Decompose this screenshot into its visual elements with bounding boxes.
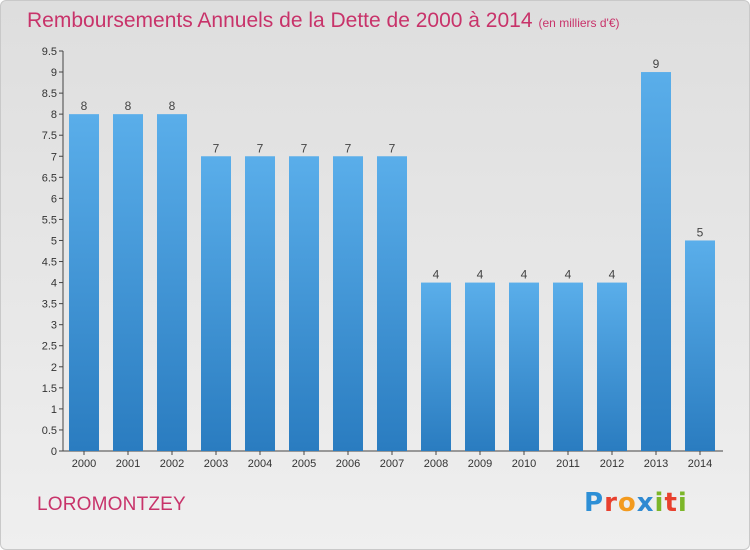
data-label-2000: 8 (81, 99, 88, 113)
x-tick-label-2002: 2002 (160, 458, 184, 470)
data-label-2006: 7 (345, 141, 352, 155)
x-tick-label-2012: 2012 (600, 458, 624, 470)
chart-x-ticks: 2000 2001 2002 2003 2004 2005 2006 2007 2008 2009… (72, 451, 712, 470)
proxiti-logo[interactable]: Proxiti (584, 488, 688, 518)
y-tick-label: 4.5 (42, 257, 57, 269)
logo-letter: i (654, 488, 665, 518)
data-label-2014: 5 (697, 225, 704, 239)
y-tick-label: 8.5 (42, 88, 57, 100)
logo-letter: x (636, 488, 655, 518)
x-tick-label-2005: 2005 (292, 458, 316, 470)
logo-letter: o (617, 488, 637, 518)
chart-title: Remboursements Annuels de la Dette de 20… (27, 9, 620, 33)
data-label-2010: 4 (521, 268, 528, 282)
y-tick-label: 3.5 (42, 299, 57, 311)
y-tick-label: 7 (51, 151, 57, 163)
bar-2013 (641, 72, 671, 451)
x-tick-label-2003: 2003 (204, 458, 228, 470)
data-label-2013: 9 (653, 57, 660, 71)
bar-2001 (113, 114, 143, 451)
bar-2002 (157, 114, 187, 451)
y-tick-label: 8 (51, 109, 57, 121)
x-tick-label-2007: 2007 (380, 458, 404, 470)
y-tick-label: 6 (51, 193, 57, 205)
bar-2010 (509, 282, 539, 451)
data-label-2007: 7 (389, 141, 396, 155)
chart-bars (69, 72, 715, 451)
commune-name: LOROMONTZEY (37, 494, 186, 515)
y-tick-label: 9 (51, 67, 57, 79)
y-tick-label: 1 (51, 404, 57, 416)
bar-2011 (553, 282, 583, 451)
y-tick-label: 2.5 (42, 341, 57, 353)
logo-letter: i (677, 488, 688, 518)
x-tick-label-2004: 2004 (248, 458, 272, 470)
bar-2008 (421, 282, 451, 451)
bar-2004 (245, 156, 275, 451)
data-label-2009: 4 (477, 268, 484, 282)
x-tick-label-2006: 2006 (336, 458, 360, 470)
chart-data-labels: 8 8 8 7 7 7 7 7 4 4 4 4 4 9 5 (81, 57, 704, 282)
bar-2006 (333, 156, 363, 451)
bar-2000 (69, 114, 99, 451)
x-tick-label-2013: 2013 (644, 458, 668, 470)
y-tick-label: 3 (51, 320, 57, 332)
y-tick-label: 5 (51, 235, 57, 247)
data-label-2004: 7 (257, 141, 264, 155)
bar-2012 (597, 282, 627, 451)
y-tick-label: 0.5 (42, 425, 57, 437)
y-tick-label: 5.5 (42, 214, 57, 226)
data-label-2002: 8 (169, 99, 176, 113)
data-label-2012: 4 (609, 268, 616, 282)
bar-2007 (377, 156, 407, 451)
x-tick-label-2010: 2010 (512, 458, 536, 470)
y-tick-label: 9.5 (42, 46, 57, 58)
x-tick-label-2011: 2011 (556, 458, 580, 470)
logo-letter: r (604, 488, 618, 518)
chart-unit-subtitle: (en milliers d'€) (538, 16, 620, 30)
y-tick-label: 6.5 (42, 172, 57, 184)
data-label-2008: 4 (433, 268, 440, 282)
bar-2014 (685, 240, 715, 451)
data-label-2001: 8 (125, 99, 132, 113)
chart-title-text: Remboursements Annuels de la Dette de 20… (27, 9, 533, 32)
bar-2009 (465, 282, 495, 451)
bar-2005 (289, 156, 319, 451)
data-label-2011: 4 (565, 268, 572, 282)
bar-2003 (201, 156, 231, 451)
x-tick-label-2001: 2001 (116, 458, 140, 470)
x-tick-label-2008: 2008 (424, 458, 448, 470)
logo-letter: P (584, 488, 605, 518)
y-tick-label: 1.5 (42, 383, 57, 395)
data-label-2005: 7 (301, 141, 308, 155)
y-tick-label: 2 (51, 362, 57, 374)
y-tick-label: 4 (51, 278, 57, 290)
y-tick-label: 7.5 (42, 130, 57, 142)
logo-letter: t (664, 488, 678, 518)
data-label-2003: 7 (213, 141, 220, 155)
x-tick-label-2009: 2009 (468, 458, 492, 470)
y-tick-label: 0 (51, 446, 57, 458)
x-tick-label-2000: 2000 (72, 458, 96, 470)
x-tick-label-2014: 2014 (688, 458, 712, 470)
